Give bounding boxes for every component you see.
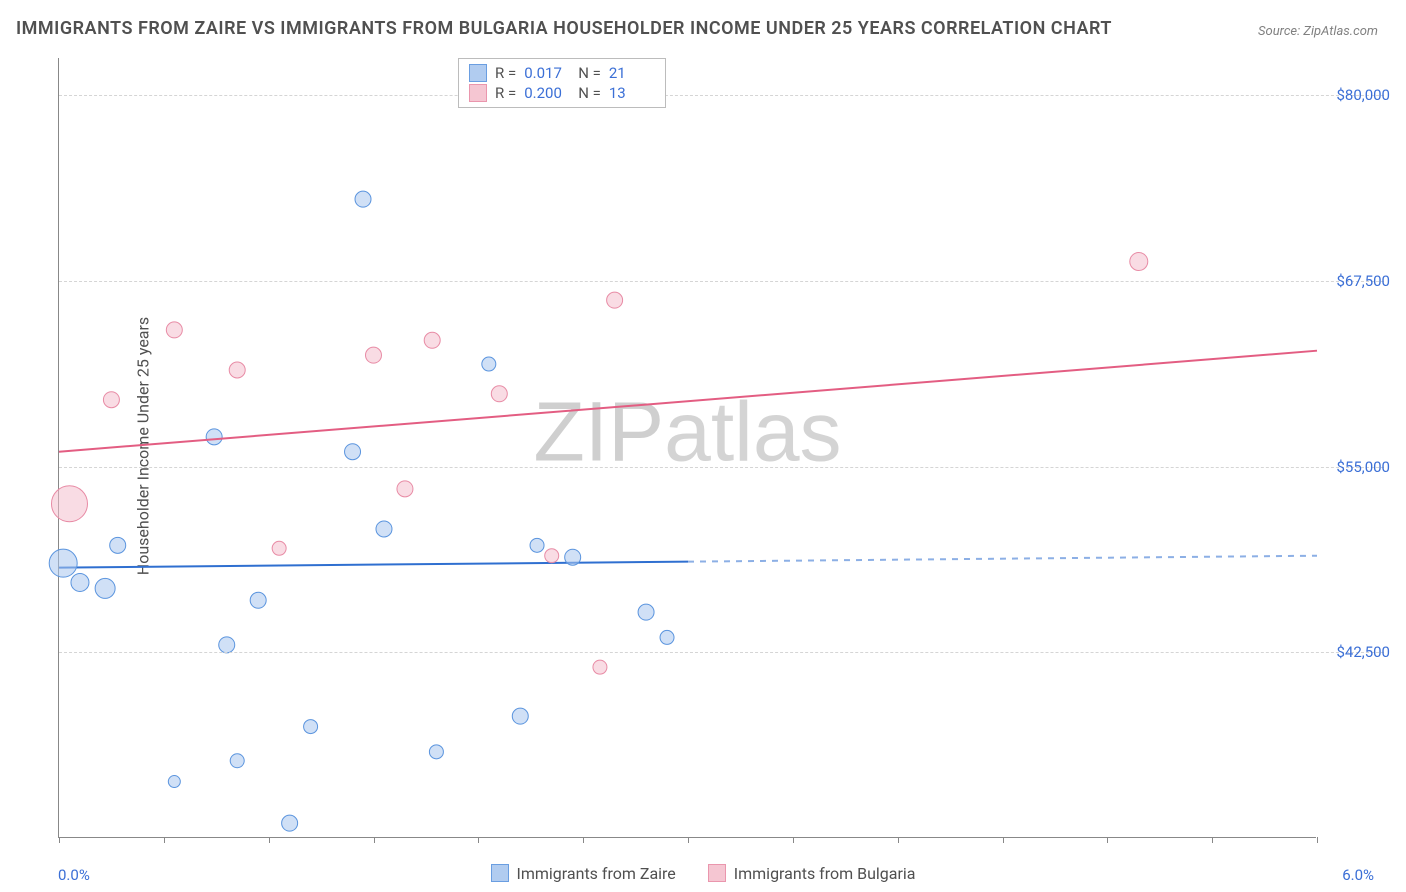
data-point-bulgaria [545, 549, 559, 563]
data-point-zaire [219, 637, 235, 653]
data-point-bulgaria [103, 392, 119, 408]
data-point-bulgaria [272, 541, 286, 555]
swatch-zaire-icon [469, 64, 487, 82]
data-point-bulgaria [1130, 253, 1148, 271]
data-point-zaire [95, 578, 115, 598]
r-value-zaire: 0.017 [524, 64, 570, 82]
x-tick [1003, 837, 1004, 843]
data-point-zaire [345, 444, 361, 460]
x-tick [374, 837, 375, 843]
swatch-bulgaria-icon [469, 84, 487, 102]
grid-line [59, 467, 1384, 468]
data-point-bulgaria [424, 332, 440, 348]
x-tick [164, 837, 165, 843]
x-tick [793, 837, 794, 843]
grid-line [59, 652, 1384, 653]
data-point-bulgaria [397, 481, 413, 497]
y-tick-label: $67,500 [1326, 272, 1390, 290]
plot-area: ZIPatlas $42,500$55,000$67,500$80,000 [58, 58, 1316, 838]
x-tick [269, 837, 270, 843]
data-point-zaire [482, 357, 496, 371]
trend-line-zaire [59, 562, 688, 568]
grid-line [59, 95, 1384, 96]
x-tick [898, 837, 899, 843]
r-label: R = [495, 64, 516, 82]
x-tick [478, 837, 479, 843]
data-point-zaire [512, 708, 528, 724]
data-point-zaire [49, 549, 77, 577]
data-point-zaire [565, 549, 581, 565]
data-point-zaire [660, 630, 674, 644]
legend-label-zaire: Immigrants from Zaire [517, 864, 676, 883]
chart-title: IMMIGRANTS FROM ZAIRE VS IMMIGRANTS FROM… [16, 18, 1112, 39]
legend-series: Immigrants from Zaire Immigrants from Bu… [0, 864, 1406, 887]
swatch-zaire-icon [491, 864, 509, 882]
x-tick [1107, 837, 1108, 843]
x-tick [59, 837, 60, 843]
data-point-zaire [230, 754, 244, 768]
x-tick [688, 837, 689, 843]
data-point-bulgaria [593, 660, 607, 674]
data-point-bulgaria [491, 386, 507, 402]
data-point-zaire [376, 521, 392, 537]
x-tick [583, 837, 584, 843]
data-point-zaire [638, 604, 654, 620]
data-point-zaire [250, 592, 266, 608]
r-value-bulgaria: 0.200 [524, 84, 570, 102]
data-point-bulgaria [607, 292, 623, 308]
data-point-bulgaria [51, 486, 87, 522]
trend-line-bulgaria [59, 351, 1317, 452]
x-tick [1317, 837, 1318, 843]
y-tick-label: $80,000 [1326, 86, 1390, 104]
data-point-zaire [530, 538, 544, 552]
data-point-zaire [429, 745, 443, 759]
data-point-zaire [110, 537, 126, 553]
data-point-bulgaria [366, 347, 382, 363]
source-attribution: Source: ZipAtlas.com [1258, 24, 1378, 39]
y-tick-label: $55,000 [1326, 458, 1390, 476]
y-tick-label: $42,500 [1326, 643, 1390, 661]
grid-line [59, 281, 1384, 282]
data-point-zaire [355, 191, 371, 207]
data-point-zaire [71, 573, 89, 591]
data-point-bulgaria [166, 322, 182, 338]
r-label: R = [495, 84, 516, 102]
data-point-zaire [206, 429, 222, 445]
data-point-zaire [168, 776, 180, 788]
n-value-bulgaria: 13 [609, 84, 655, 102]
legend-correlation: R = 0.017 N = 21 R = 0.200 N = 13 [458, 58, 666, 108]
legend-label-bulgaria: Immigrants from Bulgaria [734, 864, 916, 883]
legend-row-bulgaria: R = 0.200 N = 13 [469, 83, 655, 103]
swatch-bulgaria-icon [708, 864, 726, 882]
legend-item-zaire: Immigrants from Zaire [491, 864, 676, 883]
trend-line-dashed-zaire [688, 556, 1317, 562]
data-point-zaire [304, 720, 318, 734]
legend-row-zaire: R = 0.017 N = 21 [469, 63, 655, 83]
data-point-zaire [282, 815, 298, 831]
n-label: N = [578, 84, 601, 102]
chart-svg [59, 58, 1316, 837]
n-value-zaire: 21 [609, 64, 655, 82]
legend-item-bulgaria: Immigrants from Bulgaria [708, 864, 916, 883]
data-point-bulgaria [229, 362, 245, 378]
n-label: N = [578, 64, 601, 82]
x-tick [1212, 837, 1213, 843]
